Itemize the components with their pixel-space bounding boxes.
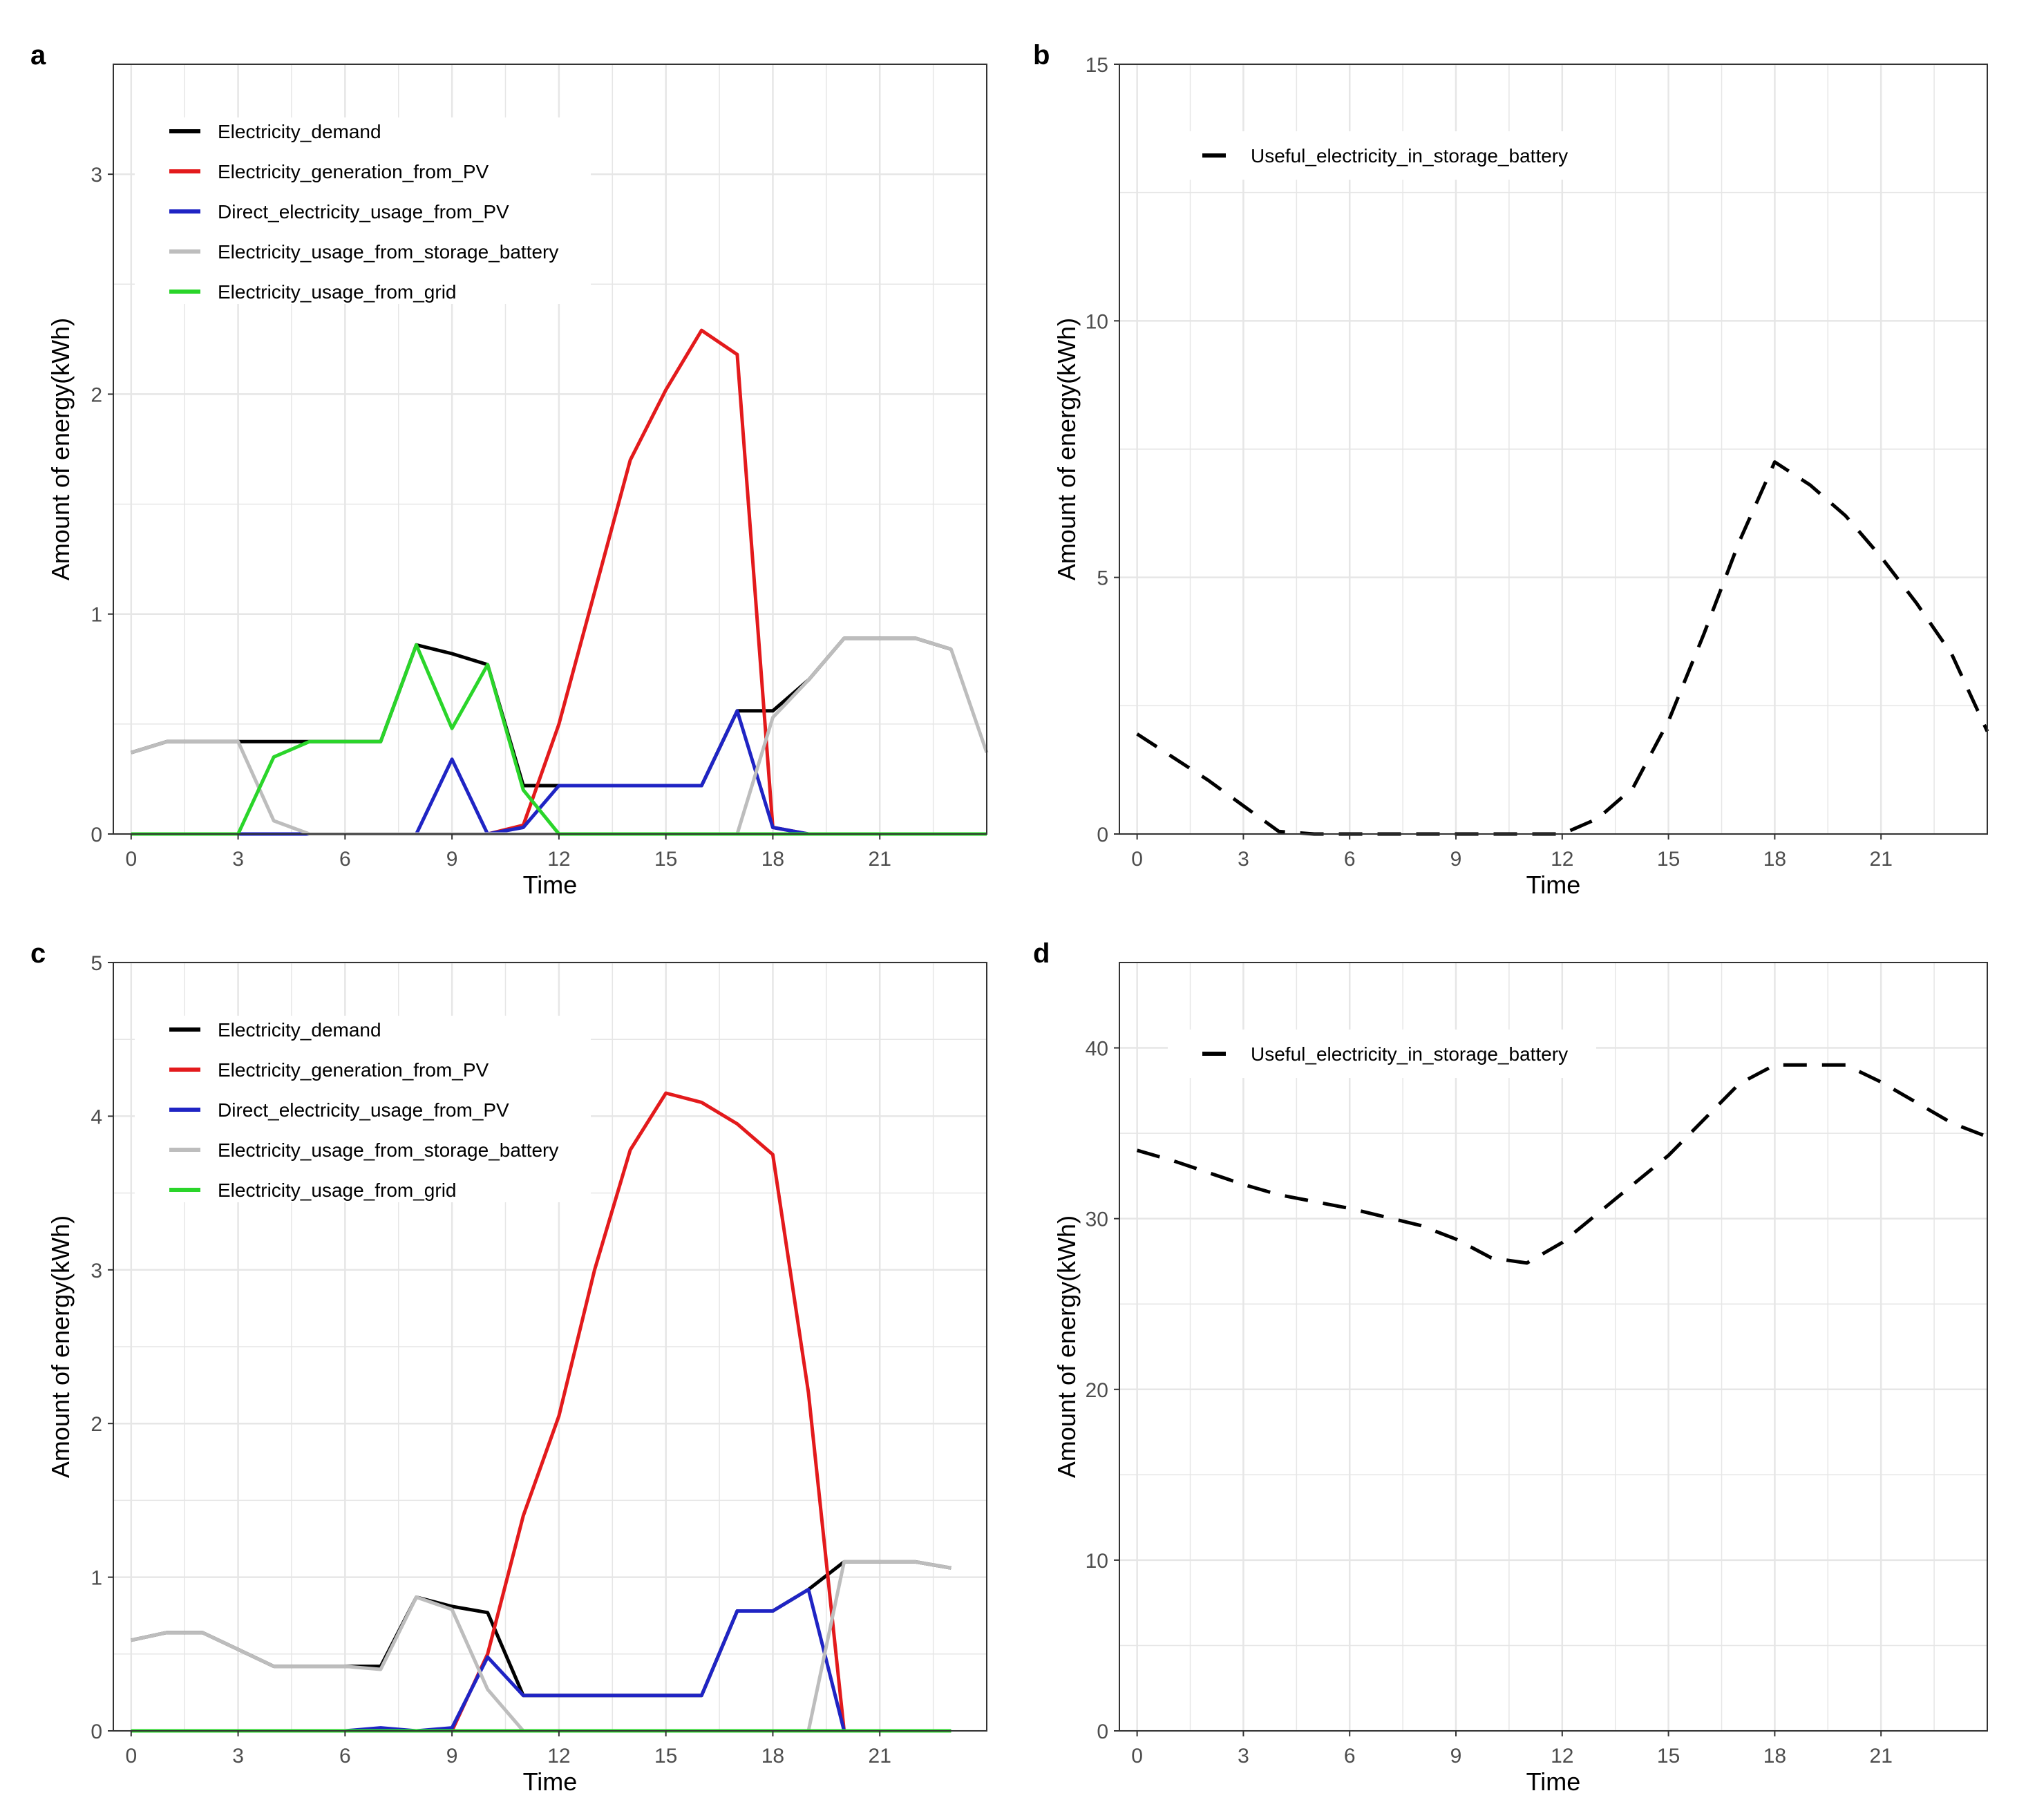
x-tick-label: 9	[446, 1745, 458, 1767]
y-axis-title: Amount of energy(kWh)	[46, 1215, 75, 1478]
chart-panel-b: 0 5 10 15 0 3 6 9 12 15 18 21 Time Amount of energy(k…	[1052, 54, 1989, 899]
x-tick-label: 9	[446, 848, 458, 871]
y-tick-label: 30	[1086, 1208, 1108, 1231]
x-tick-label: 18	[1763, 848, 1786, 871]
x-tick-label: 12	[547, 1745, 570, 1767]
x-tick-label: 21	[1870, 848, 1893, 871]
x-tick-label: 18	[1763, 1745, 1786, 1767]
x-tick-label: 3	[232, 1745, 244, 1767]
y-tick-label: 20	[1086, 1379, 1108, 1402]
y-tick-label: 5	[91, 952, 102, 975]
panel-label-d: d	[1033, 938, 1050, 969]
legend-background	[135, 117, 591, 304]
y-tick-label: 0	[91, 824, 102, 846]
x-tick-label: 12	[547, 848, 570, 871]
y-tick-label: 40	[1086, 1038, 1108, 1061]
y-tick-label: 0	[1097, 824, 1108, 846]
panel-label-c: c	[30, 938, 46, 969]
x-tick-label: 12	[1551, 848, 1573, 871]
x-tick-label: 12	[1551, 1745, 1573, 1767]
plot-background	[1119, 963, 1987, 1731]
legend-label: Electricity_usage_from_storage_battery	[218, 1139, 558, 1161]
x-tick-label: 15	[1657, 1745, 1680, 1767]
legend-background	[1168, 1030, 1596, 1078]
legend-label: Useful_electricity_in_storage_battery	[1251, 1043, 1568, 1065]
panel-label-a: a	[30, 40, 46, 70]
legend-label: Electricity_usage_from_grid	[218, 281, 457, 303]
panel-label-b: b	[1033, 40, 1050, 70]
x-tick-label: 0	[125, 1745, 137, 1767]
x-tick-label: 0	[125, 848, 137, 871]
y-tick-label: 10	[1086, 1550, 1108, 1573]
x-tick-label: 3	[232, 848, 244, 871]
y-tick-label: 3	[91, 1260, 102, 1282]
y-axis-title: Amount of energy(kWh)	[46, 318, 75, 580]
x-tick-label: 21	[1870, 1745, 1893, 1767]
legend-label: Electricity_usage_from_grid	[218, 1179, 457, 1201]
legend: Electricity_demand Electricity_generation…	[135, 117, 591, 304]
y-tick-label: 0	[1097, 1721, 1108, 1743]
plot-border	[113, 64, 987, 835]
legend-label: Electricity_demand	[218, 121, 381, 142]
y-tick-label: 2	[91, 1413, 102, 1436]
x-tick-label: 6	[339, 848, 351, 871]
series-line-useful-electricity-in-storage-battery	[1136, 460, 1989, 836]
legend: Electricity_demand Electricity_generation…	[135, 1016, 591, 1202]
legend-background	[135, 1016, 591, 1202]
x-tick-label: 3	[1238, 848, 1249, 871]
y-tick-label: 2	[91, 383, 102, 406]
y-tick-label: 1	[91, 604, 102, 627]
y-tick-label: 1	[91, 1567, 102, 1590]
plot-border	[1119, 962, 1988, 1732]
x-tick-label: 15	[1657, 848, 1680, 871]
x-tick-label: 9	[1450, 848, 1462, 871]
legend-label: Electricity_usage_from_storage_battery	[218, 241, 558, 263]
x-tick-label: 0	[1131, 848, 1143, 871]
y-tick-label: 3	[91, 164, 102, 187]
y-tick-label: 0	[91, 1721, 102, 1743]
legend: Useful_electricity_in_storage_battery	[1168, 131, 1596, 180]
x-axis-title: Time	[1526, 871, 1581, 899]
x-axis-title: Time	[1526, 1767, 1581, 1796]
x-tick-label: 15	[654, 1745, 677, 1767]
x-tick-label: 3	[1238, 1745, 1249, 1767]
legend-background	[1168, 131, 1596, 180]
legend-label: Electricity_generation_from_PV	[218, 1059, 489, 1081]
x-tick-label: 9	[1450, 1745, 1462, 1767]
y-axis-title: Amount of energy(kWh)	[1052, 1215, 1081, 1478]
x-tick-label: 21	[869, 848, 891, 871]
legend-label: Direct_electricity_usage_from_PV	[218, 1099, 509, 1121]
plot-border	[113, 962, 987, 1732]
y-tick-label: 5	[1097, 567, 1108, 590]
y-tick-label: 10	[1086, 310, 1108, 333]
x-axis-title: Time	[523, 871, 578, 899]
series-line-useful-electricity-in-storage-battery	[1136, 1063, 1988, 1265]
plot-border	[1119, 64, 1988, 835]
x-tick-label: 21	[869, 1745, 891, 1767]
legend-label: Useful_electricity_in_storage_battery	[1251, 145, 1568, 167]
x-tick-label: 6	[339, 1745, 351, 1767]
legend: Useful_electricity_in_storage_battery	[1168, 1030, 1596, 1078]
chart-panel-d: 0 10 20 30 40 0 3 6 9 12 15 18 21 Time Amount of energ…	[1052, 962, 1988, 1796]
x-axis-title: Time	[523, 1767, 578, 1796]
x-tick-label: 6	[1344, 848, 1356, 871]
y-tick-label: 15	[1086, 54, 1108, 77]
x-tick-label: 0	[1131, 1745, 1143, 1767]
x-tick-label: 15	[654, 848, 677, 871]
legend-label: Electricity_generation_from_PV	[218, 161, 489, 182]
x-tick-label: 18	[761, 848, 784, 871]
x-tick-label: 18	[761, 1745, 784, 1767]
x-tick-label: 6	[1344, 1745, 1356, 1767]
legend-label: Electricity_demand	[218, 1019, 381, 1041]
y-tick-label: 4	[91, 1106, 102, 1128]
legend-label: Direct_electricity_usage_from_PV	[218, 201, 509, 222]
y-axis-title: Amount of energy(kWh)	[1052, 318, 1081, 580]
